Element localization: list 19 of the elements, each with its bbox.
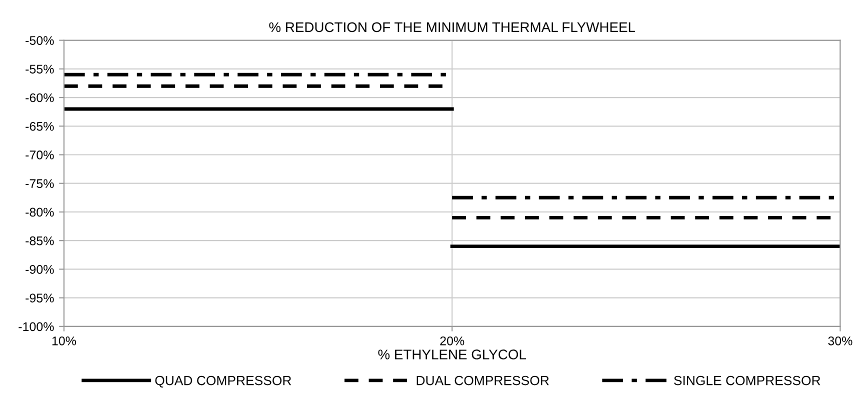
x-tick-label: 20% bbox=[440, 336, 464, 346]
chart-title: % REDUCTION OF THE MINIMUM THERMAL FLYWHEEL bbox=[269, 22, 636, 32]
y-tick-label: -70% bbox=[26, 150, 54, 160]
y-tick-label: -60% bbox=[26, 93, 54, 102]
y-tick-label: -50% bbox=[26, 36, 54, 45]
y-tick-label: -85% bbox=[26, 236, 54, 246]
x-tick-label: 10% bbox=[52, 336, 76, 346]
y-tick-label: -80% bbox=[26, 208, 54, 217]
y-tick-label: -100% bbox=[18, 322, 54, 332]
y-tick-label: -65% bbox=[26, 122, 54, 131]
x-tick-label: 30% bbox=[828, 336, 852, 346]
x-axis-title: % ETHYLENE GLYCOL bbox=[378, 350, 526, 360]
legend-label: QUAD COMPRESSOR bbox=[155, 376, 292, 388]
y-tick-label: -90% bbox=[26, 265, 54, 274]
legend-label: DUAL COMPRESSOR bbox=[416, 376, 549, 386]
legend-label: SINGLE COMPRESSOR bbox=[674, 376, 820, 386]
y-tick-label: -55% bbox=[26, 64, 54, 74]
y-tick-label: -95% bbox=[26, 294, 54, 302]
y-tick-label: -75% bbox=[26, 179, 54, 188]
